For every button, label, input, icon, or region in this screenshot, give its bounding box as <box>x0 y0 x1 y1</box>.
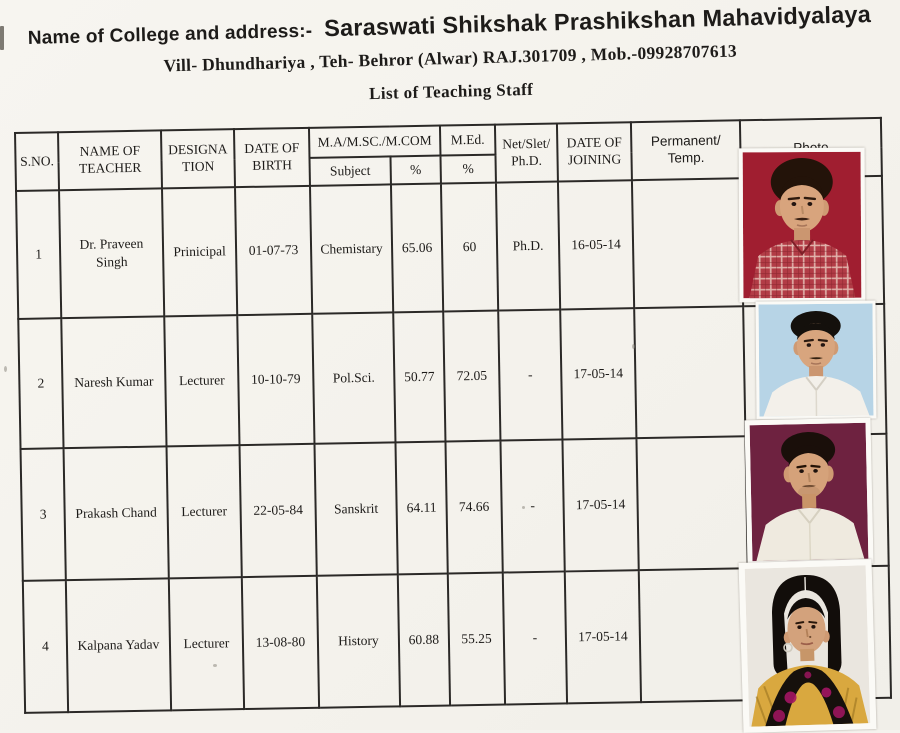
cell-doj: 17-05-14 <box>562 438 639 572</box>
cell-designation: Prinicipal <box>162 187 238 317</box>
cell-ma-pct: 60.88 <box>397 573 451 707</box>
col-header-doj: DATE OF JOINING <box>556 122 632 182</box>
cell-doj: 17-05-14 <box>560 308 637 440</box>
col-header-ma-pct: % <box>390 155 441 185</box>
cell-teacher-name: Naresh Kumar <box>61 316 167 449</box>
cell-doj: 17-05-14 <box>564 570 642 704</box>
cell-permanent <box>631 178 744 309</box>
cell-permanent <box>638 568 751 703</box>
cell-net: - <box>500 439 565 573</box>
cell-subject: Chemistary <box>309 184 394 314</box>
col-header-med-pct: % <box>440 154 496 184</box>
cell-med-pct: 74.66 <box>445 440 503 574</box>
cell-designation: Lecturer <box>164 315 240 447</box>
portrait-illustration <box>749 422 869 562</box>
col-header-dob: DATE OF BIRTH <box>233 127 310 188</box>
cell-permanent <box>634 306 746 439</box>
col-header-ma-group: M.A/M.SC./M.COM <box>308 125 441 158</box>
cell-sno: 1 <box>16 190 62 319</box>
cell-subject: Sanskrit <box>314 442 398 576</box>
cell-dob: 22-05-84 <box>239 443 317 578</box>
portrait-illustration <box>742 151 862 299</box>
col-header-name: NAME OF TEACHER <box>58 130 163 191</box>
cell-subject: History <box>316 574 401 708</box>
cell-teacher-name: Dr. Praveen Singh <box>59 188 165 319</box>
cell-dob: 13-08-80 <box>241 575 320 710</box>
scan-edge-artifact <box>0 26 4 50</box>
col-header-sno: S.NO. <box>15 132 60 191</box>
teacher-photo-prakash-chand <box>744 417 874 567</box>
cell-permanent <box>636 436 748 571</box>
cell-net: Ph.D. <box>495 181 561 311</box>
cell-teacher-name: Kalpana Yadav <box>65 578 172 713</box>
col-header-designation: DESIGNA TION <box>160 129 235 189</box>
cell-net: - <box>498 309 563 441</box>
cell-med-pct: 72.05 <box>443 310 501 442</box>
cell-dob: 01-07-73 <box>234 185 313 316</box>
cell-med-pct: 55.25 <box>447 572 506 706</box>
cell-ma-pct: 64.11 <box>395 441 448 575</box>
col-header-subject: Subject <box>309 156 391 186</box>
scan-speck <box>522 506 525 509</box>
cell-ma-pct: 65.06 <box>390 183 444 313</box>
cell-ma-pct: 50.77 <box>393 311 446 443</box>
cell-sno: 4 <box>22 580 69 713</box>
cell-med-pct: 60 <box>440 182 499 312</box>
teacher-photo-praveen-singh <box>738 147 866 303</box>
teacher-photo-naresh-kumar <box>755 300 877 420</box>
college-name: Saraswati Shikshak Prashikshan Mahavidya… <box>323 0 872 42</box>
col-header-permanent: Permanent/ Temp. <box>630 120 741 181</box>
scan-speck <box>632 344 635 349</box>
cell-teacher-name: Prakash Chand <box>63 446 169 581</box>
cell-designation: Lecturer <box>168 577 245 711</box>
header-label: Name of College and address:- <box>27 20 313 50</box>
cell-doj: 16-05-14 <box>557 180 635 310</box>
cell-sno: 2 <box>18 318 64 449</box>
cell-dob: 10-10-79 <box>237 313 315 446</box>
scan-speck <box>213 664 217 667</box>
cell-designation: Lecturer <box>166 445 242 579</box>
cell-net: - <box>502 571 568 705</box>
col-header-net: Net/Slet/ Ph.D. <box>494 123 558 183</box>
cell-sno: 3 <box>20 448 66 581</box>
document-header: Name of College and address:- Saraswati … <box>0 0 900 114</box>
cell-subject: Pol.Sci. <box>312 312 396 444</box>
portrait-illustration <box>758 303 874 417</box>
teacher-photo-kalpana-yadav <box>738 559 877 733</box>
col-header-med: M.Ed. <box>439 124 496 156</box>
scan-speck <box>4 366 7 372</box>
portrait-illustration <box>744 565 871 727</box>
